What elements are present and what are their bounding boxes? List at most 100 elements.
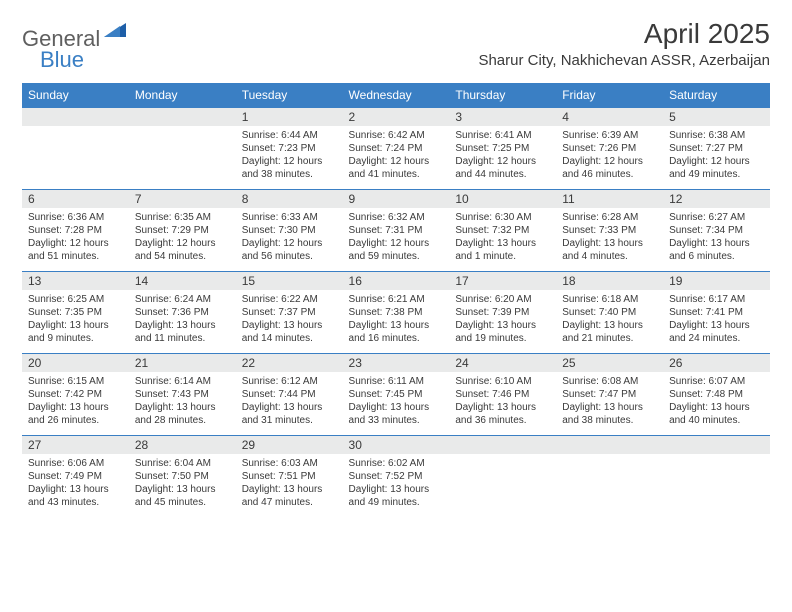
sunrise-text: Sunrise: 6:18 AM <box>562 293 657 306</box>
daylight-text-2: and 26 minutes. <box>28 414 123 427</box>
sunset-text: Sunset: 7:26 PM <box>562 142 657 155</box>
sunrise-text: Sunrise: 6:25 AM <box>28 293 123 306</box>
daylight-text-1: Daylight: 13 hours <box>135 401 230 414</box>
sunset-text: Sunset: 7:23 PM <box>242 142 337 155</box>
empty-day-body <box>129 126 236 184</box>
day-body: Sunrise: 6:36 AMSunset: 7:28 PMDaylight:… <box>22 208 129 271</box>
day-body: Sunrise: 6:33 AMSunset: 7:30 PMDaylight:… <box>236 208 343 271</box>
day-number: 7 <box>129 189 236 208</box>
daylight-text-1: Daylight: 13 hours <box>28 401 123 414</box>
daylight-text-2: and 36 minutes. <box>455 414 550 427</box>
sunset-text: Sunset: 7:42 PM <box>28 388 123 401</box>
daylight-text-1: Daylight: 12 hours <box>669 155 764 168</box>
day-body: Sunrise: 6:11 AMSunset: 7:45 PMDaylight:… <box>343 372 450 435</box>
day-number: 28 <box>129 435 236 454</box>
daylight-text-1: Daylight: 13 hours <box>135 319 230 332</box>
daylight-text-1: Daylight: 13 hours <box>135 483 230 496</box>
sunrise-text: Sunrise: 6:42 AM <box>349 129 444 142</box>
day-body: Sunrise: 6:27 AMSunset: 7:34 PMDaylight:… <box>663 208 770 271</box>
daylight-text-1: Daylight: 12 hours <box>349 237 444 250</box>
day-number: 30 <box>343 435 450 454</box>
location: Sharur City, Nakhichevan ASSR, Azerbaija… <box>478 52 770 69</box>
sunset-text: Sunset: 7:38 PM <box>349 306 444 319</box>
weekday-header: Friday <box>556 83 663 107</box>
day-number: 8 <box>236 189 343 208</box>
day-body: Sunrise: 6:12 AMSunset: 7:44 PMDaylight:… <box>236 372 343 435</box>
day-body: Sunrise: 6:02 AMSunset: 7:52 PMDaylight:… <box>343 454 450 517</box>
week-daynum-row: 12345 <box>22 107 770 126</box>
day-body: Sunrise: 6:08 AMSunset: 7:47 PMDaylight:… <box>556 372 663 435</box>
daylight-text-1: Daylight: 13 hours <box>242 319 337 332</box>
day-body: Sunrise: 6:20 AMSunset: 7:39 PMDaylight:… <box>449 290 556 353</box>
day-body: Sunrise: 6:30 AMSunset: 7:32 PMDaylight:… <box>449 208 556 271</box>
sunset-text: Sunset: 7:31 PM <box>349 224 444 237</box>
daylight-text-2: and 56 minutes. <box>242 250 337 263</box>
sunrise-text: Sunrise: 6:02 AM <box>349 457 444 470</box>
daylight-text-1: Daylight: 12 hours <box>242 237 337 250</box>
day-body: Sunrise: 6:35 AMSunset: 7:29 PMDaylight:… <box>129 208 236 271</box>
sunrise-text: Sunrise: 6:22 AM <box>242 293 337 306</box>
day-number: 15 <box>236 271 343 290</box>
day-body: Sunrise: 6:07 AMSunset: 7:48 PMDaylight:… <box>663 372 770 435</box>
day-body: Sunrise: 6:39 AMSunset: 7:26 PMDaylight:… <box>556 126 663 189</box>
sunrise-text: Sunrise: 6:21 AM <box>349 293 444 306</box>
sunset-text: Sunset: 7:48 PM <box>669 388 764 401</box>
sunset-text: Sunset: 7:37 PM <box>242 306 337 319</box>
sunset-text: Sunset: 7:27 PM <box>669 142 764 155</box>
day-number: 24 <box>449 353 556 372</box>
title-block: April 2025 Sharur City, Nakhichevan ASSR… <box>478 18 770 69</box>
daylight-text-1: Daylight: 13 hours <box>669 401 764 414</box>
sunset-text: Sunset: 7:47 PM <box>562 388 657 401</box>
daylight-text-2: and 38 minutes. <box>242 168 337 181</box>
day-body: Sunrise: 6:14 AMSunset: 7:43 PMDaylight:… <box>129 372 236 435</box>
sunset-text: Sunset: 7:35 PM <box>28 306 123 319</box>
day-number: 4 <box>556 107 663 126</box>
empty-daynum <box>449 435 556 451</box>
empty-daynum <box>556 435 663 451</box>
daylight-text-1: Daylight: 13 hours <box>562 401 657 414</box>
daylight-text-2: and 24 minutes. <box>669 332 764 345</box>
empty-day-body <box>449 454 556 512</box>
week-body-row: Sunrise: 6:44 AMSunset: 7:23 PMDaylight:… <box>22 126 770 189</box>
daylight-text-1: Daylight: 12 hours <box>242 155 337 168</box>
day-number: 27 <box>22 435 129 454</box>
weekday-header-row: SundayMondayTuesdayWednesdayThursdayFrid… <box>22 83 770 107</box>
sunset-text: Sunset: 7:51 PM <box>242 470 337 483</box>
day-body: Sunrise: 6:06 AMSunset: 7:49 PMDaylight:… <box>22 454 129 517</box>
empty-day-body <box>22 126 129 184</box>
daylight-text-1: Daylight: 13 hours <box>455 319 550 332</box>
week-body-row: Sunrise: 6:06 AMSunset: 7:49 PMDaylight:… <box>22 454 770 517</box>
day-body: Sunrise: 6:44 AMSunset: 7:23 PMDaylight:… <box>236 126 343 189</box>
sunset-text: Sunset: 7:29 PM <box>135 224 230 237</box>
sunset-text: Sunset: 7:43 PM <box>135 388 230 401</box>
daylight-text-2: and 49 minutes. <box>669 168 764 181</box>
daylight-text-2: and 43 minutes. <box>28 496 123 509</box>
daylight-text-2: and 11 minutes. <box>135 332 230 345</box>
daylight-text-2: and 21 minutes. <box>562 332 657 345</box>
week-body-row: Sunrise: 6:15 AMSunset: 7:42 PMDaylight:… <box>22 372 770 435</box>
day-number: 23 <box>343 353 450 372</box>
weekday-header: Wednesday <box>343 83 450 107</box>
day-body: Sunrise: 6:41 AMSunset: 7:25 PMDaylight:… <box>449 126 556 189</box>
sunset-text: Sunset: 7:30 PM <box>242 224 337 237</box>
daylight-text-2: and 33 minutes. <box>349 414 444 427</box>
weekday-header: Sunday <box>22 83 129 107</box>
day-number: 1 <box>236 107 343 126</box>
daylight-text-2: and 45 minutes. <box>135 496 230 509</box>
day-number: 2 <box>343 107 450 126</box>
week-daynum-row: 13141516171819 <box>22 271 770 290</box>
sunrise-text: Sunrise: 6:33 AM <box>242 211 337 224</box>
weekday-header: Saturday <box>663 83 770 107</box>
day-number: 5 <box>663 107 770 126</box>
day-number: 19 <box>663 271 770 290</box>
daylight-text-2: and 31 minutes. <box>242 414 337 427</box>
sunset-text: Sunset: 7:28 PM <box>28 224 123 237</box>
sunrise-text: Sunrise: 6:12 AM <box>242 375 337 388</box>
daylight-text-1: Daylight: 12 hours <box>349 155 444 168</box>
day-number: 3 <box>449 107 556 126</box>
daylight-text-2: and 16 minutes. <box>349 332 444 345</box>
week-body-row: Sunrise: 6:25 AMSunset: 7:35 PM Daylight:… <box>22 290 770 353</box>
sunset-text: Sunset: 7:39 PM <box>455 306 550 319</box>
day-number: 14 <box>129 271 236 290</box>
empty-daynum <box>129 107 236 123</box>
